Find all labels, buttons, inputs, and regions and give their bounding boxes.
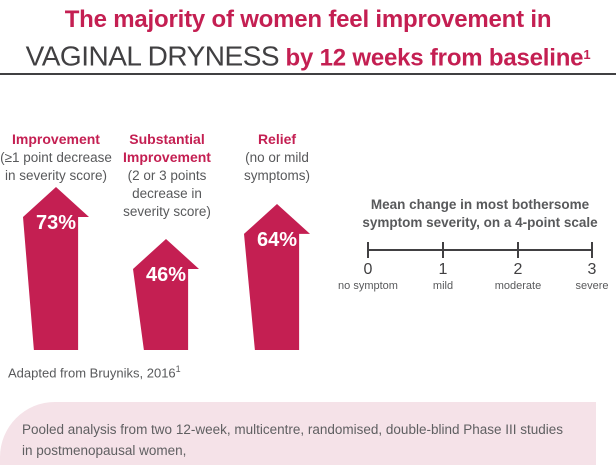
tick-number: 0 xyxy=(363,261,373,278)
tick-mark xyxy=(517,242,519,258)
tick-mark xyxy=(367,242,369,258)
scale-axis-line xyxy=(367,249,593,251)
page-title: The majority of women feel improvement i… xyxy=(0,4,616,77)
value-label: 73% xyxy=(35,212,77,234)
value-label: 46% xyxy=(145,264,187,286)
scale-tick-1: 1 mild xyxy=(398,242,488,292)
scale-caption: Mean change in most bothersome symptom s… xyxy=(362,197,598,230)
scale-tick-2: 2 moderate xyxy=(473,242,563,292)
arrow-improvement: 73% xyxy=(23,187,89,350)
tick-mark xyxy=(442,242,444,258)
column-sublabel: (≥1 point decrease in severity score) xyxy=(0,150,112,183)
title-reference: 1 xyxy=(583,47,591,62)
source-reference: 1 xyxy=(175,364,181,374)
arrow-substantial-improvement: 46% xyxy=(133,239,199,350)
column-label: Substantial Improvement xyxy=(123,131,211,165)
header-divider xyxy=(0,73,616,75)
column-substantial-improvement: Substantial Improvement (2 or 3 points d… xyxy=(108,130,226,221)
footnote-box: Pooled analysis from two 12-week, multic… xyxy=(0,402,596,465)
column-relief: Relief (no or mild symptoms) xyxy=(218,130,336,185)
tick-label: moderate xyxy=(494,280,542,292)
column-improvement: Improvement (≥1 point decrease in severi… xyxy=(0,130,115,185)
title-line2: by 12 weeks from baseline xyxy=(279,44,584,72)
tick-number: 3 xyxy=(587,261,597,278)
source-citation: Adapted from Bruyniks, 20161 xyxy=(8,364,181,380)
scale-tick-3: 3 severe xyxy=(547,242,616,292)
tick-label: no symptom xyxy=(338,280,398,292)
tick-label: mild xyxy=(432,280,454,292)
scale-tick-0: 0 no symptom xyxy=(323,242,413,292)
tick-mark xyxy=(591,242,593,258)
column-label: Improvement xyxy=(12,131,100,147)
tick-number: 2 xyxy=(513,261,523,278)
tick-number: 1 xyxy=(438,261,448,278)
column-sublabel: (no or mild symptoms) xyxy=(243,150,310,183)
value-label: 64% xyxy=(256,229,298,251)
column-sublabel: (2 or 3 points decrease in severity scor… xyxy=(123,168,211,219)
footnote-line1: Pooled analysis from two 12-week, multic… xyxy=(22,422,564,458)
tick-label: severe xyxy=(575,280,609,292)
title-line1: The majority of women feel improvement i… xyxy=(64,6,552,33)
column-label: Relief xyxy=(257,131,297,147)
title-emphasis: VAGINAL DRYNESS xyxy=(25,40,280,72)
arrow-relief: 64% xyxy=(244,204,310,350)
source-text: Adapted from Bruyniks, 2016 xyxy=(8,365,176,381)
